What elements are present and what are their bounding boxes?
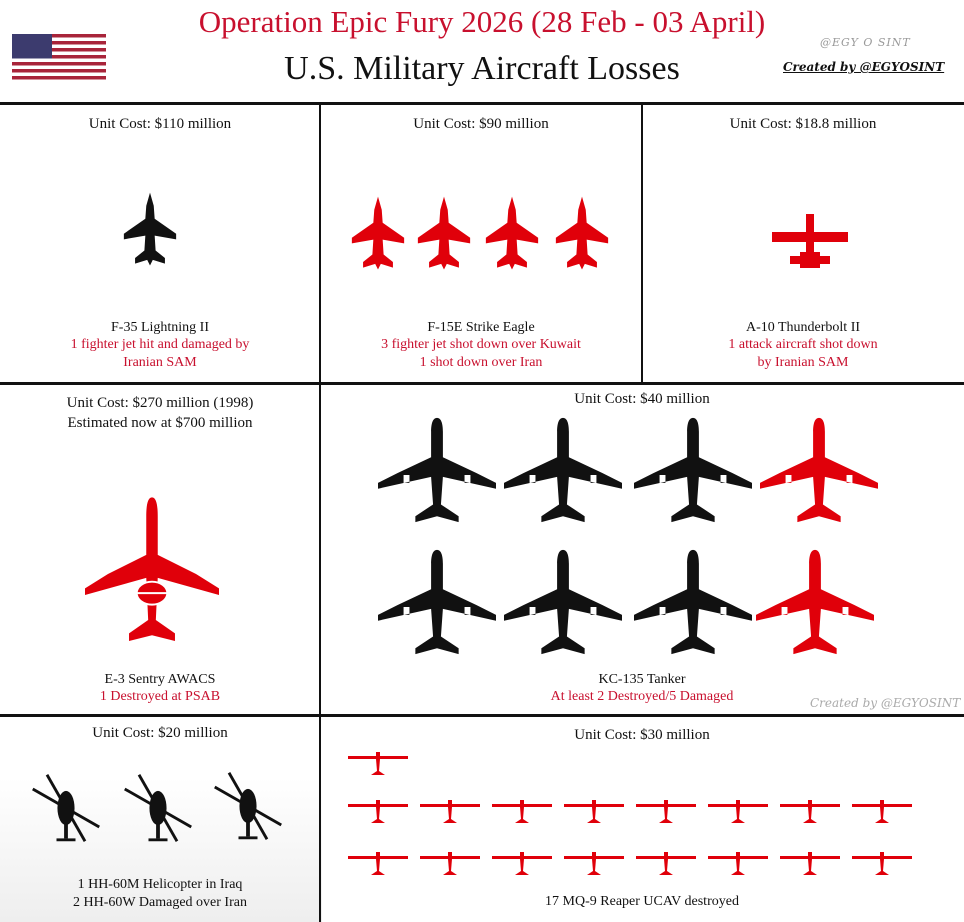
loss-desc: 1 attack aircraft shot down — [728, 337, 878, 352]
mq9-red-icon — [780, 796, 840, 826]
kc135-black-icon — [378, 548, 496, 660]
loss-desc: At least 2 Destroyed/5 Damaged — [550, 689, 734, 704]
mq9-red-icon — [348, 748, 408, 778]
mq9-red-icon — [564, 848, 624, 878]
mq9-red-icon — [420, 848, 480, 878]
mq9-red-icon — [708, 796, 768, 826]
unit-cost: Unit Cost: $270 million (1998) — [66, 395, 254, 411]
aircraft-name: F-15E Strike Eagle — [427, 320, 535, 335]
kc135-black-icon — [378, 416, 496, 528]
aircraft-name: E-3 Sentry AWACS — [104, 672, 216, 687]
divider — [641, 103, 643, 383]
f15e-red-icon — [484, 196, 540, 272]
unit-cost: Unit Cost: $30 million — [574, 727, 710, 743]
unit-cost: Unit Cost: $110 million — [88, 116, 232, 132]
watermark: @EGY O SINT — [820, 36, 911, 49]
f15e-red-icon — [350, 196, 406, 272]
mq9-red-icon — [852, 796, 912, 826]
kc135-black-icon — [634, 548, 752, 660]
loss-desc: 1 Destroyed at PSAB — [99, 689, 221, 704]
kc135-red-icon — [756, 548, 874, 660]
unit-cost: Unit Cost: $18.8 million — [729, 116, 877, 132]
loss-desc: 1 HH-60M Helicopter in Iraq — [77, 877, 243, 892]
mq9-red-icon — [852, 848, 912, 878]
kc135-black-icon — [634, 416, 752, 528]
page-title: Operation Epic Fury 2026 (28 Feb - 03 Ap… — [198, 4, 766, 39]
divider — [319, 103, 321, 922]
mq9-red-icon — [708, 848, 768, 878]
kc135-black-icon — [504, 416, 622, 528]
f35-black-icon — [122, 190, 178, 270]
mq9-red-icon — [348, 848, 408, 878]
divider — [0, 102, 964, 105]
f15e-red-icon — [554, 196, 610, 272]
loss-desc: Iranian SAM — [123, 355, 197, 370]
unit-cost: Unit Cost: $90 million — [413, 116, 549, 132]
mq9-red-icon — [636, 796, 696, 826]
aircraft-name: KC-135 Tanker — [598, 672, 686, 687]
mq9-red-icon — [492, 848, 552, 878]
mq9-red-icon — [564, 796, 624, 826]
mq9-red-icon — [420, 796, 480, 826]
e3-awacs-red-icon — [85, 494, 219, 654]
loss-desc: 1 shot down over Iran — [419, 355, 543, 370]
loss-desc: 1 fighter jet hit and damaged by — [70, 337, 250, 352]
a10-red-icon — [770, 210, 850, 270]
unit-cost: Unit Cost: $40 million — [574, 391, 710, 407]
mq9-red-icon — [780, 848, 840, 878]
loss-desc: 2 HH-60W Damaged over Iran — [73, 895, 247, 910]
panel-f35: Unit Cost: $110 million — [0, 116, 320, 133]
aircraft-name: F-35 Lightning II — [111, 320, 209, 335]
kc135-red-icon — [760, 416, 878, 528]
divider — [0, 382, 964, 385]
kc135-black-icon — [504, 548, 622, 660]
helicopter-black-icon — [28, 768, 104, 848]
page-subtitle: U.S. Military Aircraft Losses — [284, 50, 680, 87]
aircraft-name: A-10 Thunderbolt II — [745, 320, 861, 335]
mq9-red-icon — [348, 796, 408, 826]
f15e-red-icon — [416, 196, 472, 272]
credit-link[interactable]: Created by @EGYOSINT — [783, 60, 945, 74]
loss-desc: 17 MQ-9 Reaper UCAV destroyed — [545, 894, 739, 909]
loss-desc: by Iranian SAM — [757, 355, 849, 370]
unit-cost: Unit Cost: $20 million — [92, 725, 228, 741]
mq9-red-icon — [636, 848, 696, 878]
helicopter-black-icon — [210, 766, 286, 846]
us-flag-icon — [12, 34, 106, 80]
loss-desc: 3 fighter jet shot down over Kuwait — [381, 337, 581, 352]
watermark: Created by @EGYOSINT — [810, 696, 961, 710]
mq9-red-icon — [492, 796, 552, 826]
unit-cost-estimate: Estimated now at $700 million — [67, 415, 253, 431]
helicopter-black-icon — [120, 768, 196, 848]
divider — [0, 714, 964, 717]
